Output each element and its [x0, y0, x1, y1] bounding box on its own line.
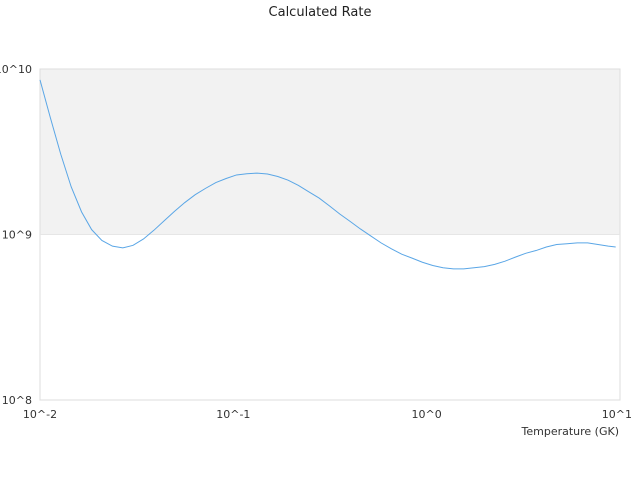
x-tick-label: 10^0: [412, 408, 442, 421]
shaded-band: [40, 69, 620, 235]
x-axis-ticks: 10^-2 10^-1 10^0 10^1: [23, 408, 632, 421]
x-tick-label: 10^-2: [23, 408, 57, 421]
y-tick-label: 10^9: [2, 229, 32, 242]
rate-series-line: [39, 79, 616, 270]
y-tick-label: 10^10: [0, 63, 32, 76]
y-tick-label: 10^8: [2, 394, 32, 407]
chart-title: Calculated Rate: [269, 5, 372, 20]
x-tick-label: 10^1: [602, 408, 632, 421]
x-axis-label: Temperature (GK): [521, 425, 620, 438]
x-tick-label: 10^-1: [216, 408, 250, 421]
y-axis-ticks: 10^8 10^9 10^10: [0, 63, 32, 407]
